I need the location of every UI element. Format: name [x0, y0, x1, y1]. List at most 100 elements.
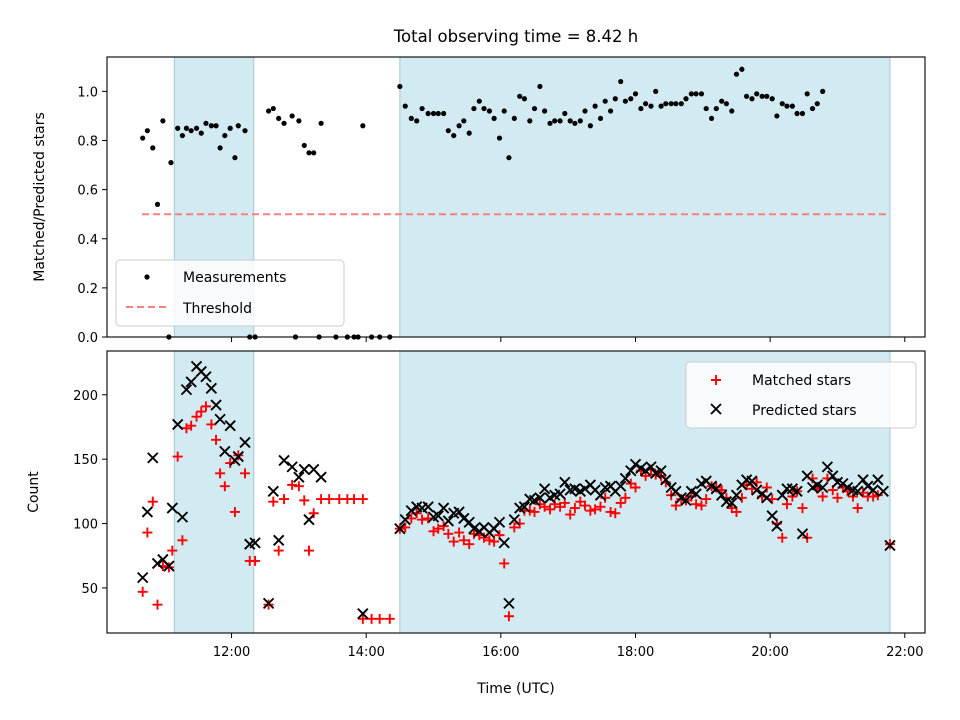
bottom-matched-stars-point	[287, 479, 298, 490]
top-measurements-point	[235, 123, 241, 129]
bottom-matched-stars-point	[620, 492, 631, 503]
top-measurements-point	[154, 201, 161, 207]
top-measurements-point	[486, 108, 493, 114]
bottom-predicted-stars-point	[147, 452, 159, 464]
bottom-matched-stars-point	[200, 401, 211, 412]
bottom-matched-stars-point	[299, 495, 310, 506]
bottom-predicted-stars-point	[214, 413, 226, 425]
top-measurements-point	[784, 103, 790, 109]
top-measurements-point	[232, 155, 238, 161]
bottom-matched-stars-point	[308, 508, 319, 519]
top-measurements-point	[668, 101, 674, 107]
top-measurements-point	[683, 96, 689, 102]
top-measurements-point	[360, 123, 366, 129]
top-measurements-point	[739, 66, 745, 72]
bottom-predicted-stars-point	[432, 510, 444, 522]
top-measurements-point	[547, 120, 553, 126]
bottom-predicted-stars-point	[690, 488, 702, 500]
bottom-y-tick-label: 50	[81, 582, 98, 597]
bottom-predicted-stars-point	[315, 471, 327, 483]
bottom-panel: 50 100 150 200 12:00 14:00 16:00 18:00 20:00 22:0…	[73, 350, 926, 660]
top-measurements-point	[496, 135, 503, 141]
bottom-matched-stars-point	[489, 536, 500, 547]
bottom-predicted-stars-point	[872, 474, 884, 486]
bottom-predicted-stars-point	[163, 560, 175, 572]
bottom-matched-stars-point	[293, 481, 304, 492]
top-measurements-point	[552, 118, 558, 124]
top-measurements-point	[296, 118, 302, 124]
top-measurements-point	[804, 91, 810, 97]
top-measurements-point	[242, 128, 248, 134]
bottom-predicted-stars-point	[437, 502, 450, 514]
bottom-predicted-stars-point	[534, 492, 546, 504]
legend-measurements-label: Measurements	[183, 270, 286, 286]
top-measurements-point	[188, 128, 194, 134]
bottom-predicted-stars-point	[405, 504, 417, 517]
bottom-y-axis-label: Count	[26, 471, 42, 513]
top-measurements-point	[754, 91, 760, 97]
bottom-matched-stars-point	[565, 509, 576, 520]
bottom-predicted-stars-point	[399, 514, 411, 526]
bottom-matched-stars-point	[215, 468, 226, 479]
legend-predicted-marker	[710, 403, 722, 415]
top-measurements-point	[451, 132, 457, 139]
bottom-predicted-stars-point	[857, 474, 869, 486]
top-measurements-point	[618, 78, 624, 85]
bottom-matched-stars-point	[384, 613, 395, 624]
top-measurements-point	[759, 93, 765, 99]
top-measurements-point	[193, 125, 200, 131]
bottom-predicted-stars-point	[262, 597, 275, 610]
top-measurements-point	[703, 105, 709, 112]
bottom-x-tick-label: 20:00	[751, 645, 788, 660]
bottom-matched-stars-point	[696, 500, 707, 511]
top-y-tick-label: 1.0	[77, 85, 98, 100]
bottom-predicted-stars-point	[801, 470, 813, 482]
bottom-predicted-stars-point	[867, 484, 879, 496]
top-measurements-point	[749, 96, 755, 102]
bottom-predicted-stars-point	[273, 534, 285, 546]
top-measurements-point	[719, 98, 725, 104]
top-measurements-point	[678, 101, 684, 107]
top-measurements-point	[638, 105, 644, 112]
bottom-matched-stars-point	[303, 545, 314, 556]
bottom-predicted-stars-point	[776, 489, 788, 501]
bottom-matched-stars-point	[691, 499, 702, 510]
bottom-predicted-stars-point	[137, 571, 149, 584]
bottom-matched-stars-point	[357, 494, 368, 505]
bottom-predicted-stars-point	[680, 494, 692, 507]
bottom-predicted-stars-point	[151, 557, 164, 570]
top-measurements-point	[582, 108, 588, 114]
top-shaded-interval-1	[399, 56, 891, 338]
legend-matched-label: Matched stars	[752, 373, 851, 389]
bottom-matched-stars-point	[832, 492, 843, 503]
bottom-y-tick-label: 100	[73, 518, 98, 533]
bottom-predicted-stars-point	[761, 492, 773, 504]
top-measurements-point	[311, 150, 317, 156]
bottom-matched-stars-point	[499, 558, 510, 569]
bottom-matched-stars-point	[268, 496, 279, 507]
top-measurements-point	[693, 91, 699, 97]
bottom-predicted-stars-point	[298, 463, 310, 476]
bottom-matched-stars-point	[559, 497, 570, 508]
bottom-matched-stars-point	[479, 532, 490, 543]
top-measurements-point	[567, 118, 573, 124]
chart-title: Total observing time = 8.42 h	[393, 27, 638, 46]
bottom-matched-stars-point	[777, 532, 788, 543]
bottom-predicted-stars-point	[518, 501, 531, 513]
bottom-matched-stars-point	[167, 545, 178, 556]
top-measurements-point	[506, 155, 512, 161]
bottom-matched-stars-point	[630, 482, 641, 493]
top-y-tick-label: 0.0	[77, 331, 98, 346]
top-measurements-point	[265, 108, 272, 114]
top-measurements-point	[306, 150, 312, 156]
bottom-matched-stars-point	[595, 501, 606, 512]
bottom-matched-stars-point	[142, 527, 153, 538]
bottom-axes-frame	[106, 350, 926, 634]
bottom-y-tick-label: 200	[73, 389, 98, 404]
bottom-predicted-stars-point	[293, 471, 305, 483]
x-axis-label: Time (UTC)	[476, 681, 554, 697]
legend-measurements-marker	[144, 274, 150, 280]
bottom-predicted-stars-point	[645, 461, 657, 473]
top-measurements-point	[643, 101, 649, 107]
top-measurements-point	[622, 98, 629, 104]
